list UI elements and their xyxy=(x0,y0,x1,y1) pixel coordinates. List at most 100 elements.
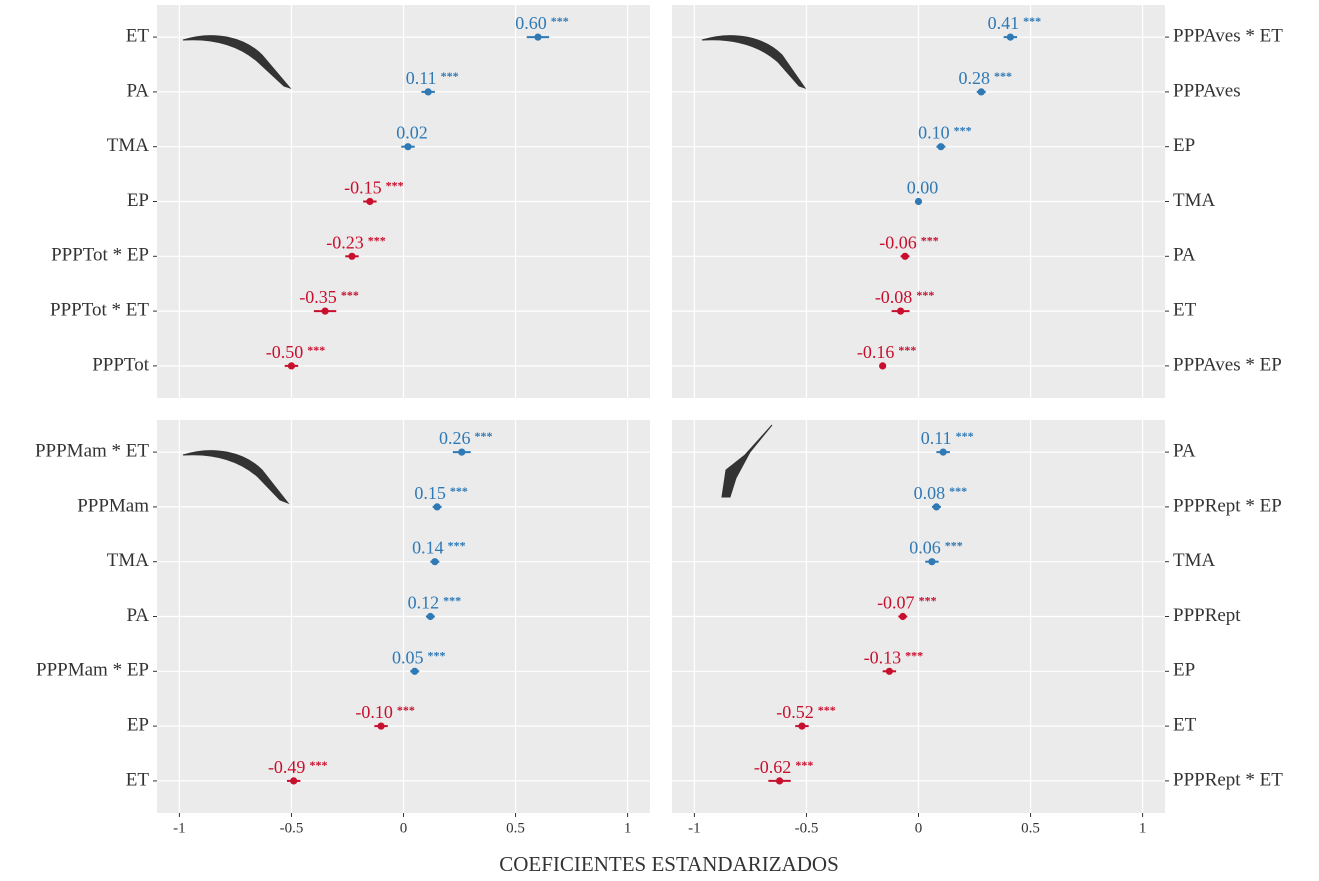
lizard-icon xyxy=(701,35,807,89)
point xyxy=(377,722,385,730)
value-text: -0.16 xyxy=(857,342,895,362)
value-text: 0.26 xyxy=(439,428,471,448)
significance: *** xyxy=(443,593,461,607)
y-tick-label: PA xyxy=(126,80,149,101)
y-tick-label: TMA xyxy=(107,135,150,156)
x-tick-label: -0.5 xyxy=(795,820,819,836)
y-tick-label: PA xyxy=(126,605,149,626)
significance: *** xyxy=(916,288,934,302)
y-tick-label: PPPTot * ET xyxy=(50,299,149,320)
point xyxy=(1006,33,1014,41)
y-tick-label: PPPTot * EP xyxy=(51,245,149,266)
value-text: 0.14 xyxy=(412,538,444,558)
significance: *** xyxy=(368,233,386,247)
significance: *** xyxy=(898,343,916,357)
point xyxy=(798,722,806,730)
y-tick-label: EP xyxy=(127,190,149,211)
value-text: 0.60 xyxy=(515,13,547,33)
significance: *** xyxy=(905,648,923,662)
value-label: -0.50 *** xyxy=(266,342,326,362)
point xyxy=(348,252,356,260)
y-tick-label: PPPRept * ET xyxy=(1173,769,1283,790)
significance: *** xyxy=(954,123,972,137)
y-tick-label: PPPRept * EP xyxy=(1173,495,1282,516)
y-tick-label: ET xyxy=(126,769,150,790)
value-label: 0.02 xyxy=(396,123,428,143)
value-label: 0.12 *** xyxy=(408,593,462,613)
value-label: 0.60 *** xyxy=(515,13,569,33)
value-label: -0.15 *** xyxy=(344,178,404,198)
x-tick-label: 0 xyxy=(915,820,923,836)
y-tick-label: EP xyxy=(127,714,149,735)
value-label: 0.11 *** xyxy=(921,428,974,448)
value-label: -0.08 *** xyxy=(875,287,935,307)
value-label: 0.15 *** xyxy=(414,483,468,503)
point xyxy=(932,503,941,511)
y-tick-label: EP xyxy=(1173,135,1195,156)
value-text: -0.13 xyxy=(864,647,902,667)
significance: *** xyxy=(795,758,813,772)
y-tick-label: PPPAves xyxy=(1173,80,1241,101)
significance: *** xyxy=(309,758,327,772)
value-label: -0.52 *** xyxy=(776,702,836,722)
point xyxy=(939,448,947,456)
value-text: -0.62 xyxy=(754,757,792,777)
y-tick-label: PA xyxy=(1173,245,1196,266)
lizard-icon xyxy=(721,424,773,498)
y-tick-label: PPPRept xyxy=(1173,605,1241,626)
y-tick-label: PA xyxy=(1173,440,1196,461)
point xyxy=(431,558,439,566)
point xyxy=(424,88,432,96)
y-tick-label: PPPMam xyxy=(77,495,149,516)
value-text: -0.15 xyxy=(344,178,382,198)
significance: *** xyxy=(949,484,967,498)
point xyxy=(885,667,893,675)
point xyxy=(433,503,441,511)
significance: *** xyxy=(945,538,963,552)
point xyxy=(901,252,909,260)
point xyxy=(937,143,945,151)
y-tick-label: TMA xyxy=(107,550,150,571)
significance: *** xyxy=(386,178,404,192)
y-tick-label: ET xyxy=(1173,299,1197,320)
y-tick-label: ET xyxy=(126,25,150,46)
significance: *** xyxy=(307,343,325,357)
y-tick-label: EP xyxy=(1173,660,1195,681)
x-tick-label: 1 xyxy=(624,820,632,836)
value-label: -0.35 *** xyxy=(299,287,359,307)
point xyxy=(914,197,923,206)
point xyxy=(287,362,296,370)
value-label: 0.00 xyxy=(907,178,939,198)
point xyxy=(366,197,374,206)
y-tick-label: PPPAves * EP xyxy=(1173,354,1282,375)
value-text: 0.06 xyxy=(909,538,941,558)
significance: *** xyxy=(919,593,937,607)
panels: ET PA TMA EP PPPTot * EP PPPTot * ET PPPTot 0.6… xyxy=(35,5,1283,836)
value-label: -0.62 *** xyxy=(754,757,814,777)
point xyxy=(404,143,412,151)
significance: *** xyxy=(818,703,836,717)
lizard-icons xyxy=(182,35,807,505)
x-tick-label: -0.5 xyxy=(280,820,304,836)
significance: *** xyxy=(450,484,468,498)
point xyxy=(977,88,985,96)
value-text: 0.12 xyxy=(408,593,440,613)
value-text: 0.05 xyxy=(392,647,424,667)
value-label: -0.10 *** xyxy=(355,702,415,722)
value-text: 0.11 xyxy=(406,68,437,88)
lizard-icon xyxy=(182,35,292,90)
point xyxy=(896,307,905,315)
significance: *** xyxy=(397,703,415,717)
significance: *** xyxy=(921,233,939,247)
significance: *** xyxy=(341,288,359,302)
value-text: -0.49 xyxy=(268,757,306,777)
x-axis-title: COEFICIENTES ESTANDARIZADOS xyxy=(499,852,839,876)
x-tick-label: -1 xyxy=(688,820,701,836)
value-text: -0.07 xyxy=(877,593,915,613)
y-tick-label: PPPAves * ET xyxy=(1173,25,1283,46)
point xyxy=(411,667,419,675)
value-text: 0.08 xyxy=(914,483,946,503)
value-text: -0.10 xyxy=(355,702,393,722)
value-label: -0.16 *** xyxy=(857,342,917,362)
x-tick-label: 0.5 xyxy=(1021,820,1040,836)
